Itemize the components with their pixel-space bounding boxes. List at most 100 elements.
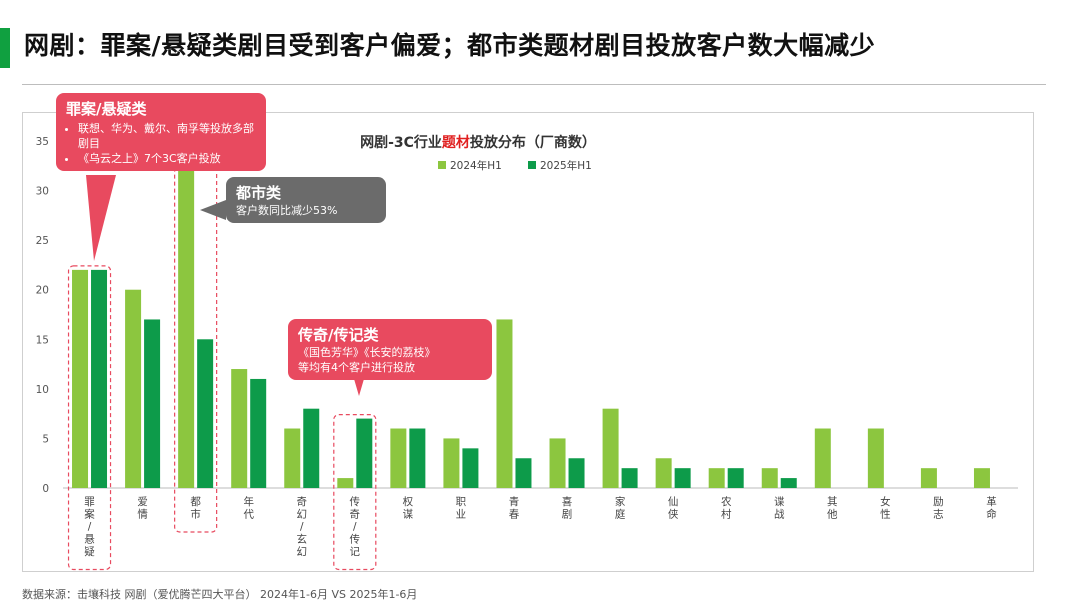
bar-2025 bbox=[621, 468, 638, 488]
bar-2025 bbox=[462, 448, 479, 488]
urban-callout-pointer bbox=[200, 200, 226, 220]
x-tick-label: 性 bbox=[880, 508, 891, 521]
urban-callout-line: 客户数同比减少53% bbox=[236, 204, 338, 217]
crime-callout-pointer bbox=[86, 175, 116, 261]
bar-2024 bbox=[178, 170, 195, 488]
x-tick-label: 家 bbox=[615, 495, 626, 508]
bar-2025 bbox=[727, 468, 744, 488]
bar-2024 bbox=[973, 468, 990, 488]
bar-2025 bbox=[91, 269, 108, 488]
chart-title-part: 网剧-3C行业 bbox=[360, 134, 442, 151]
chart-title: 网剧-3C行业题材投放分布（厂商数） bbox=[360, 134, 596, 151]
x-tick-label: 业 bbox=[456, 509, 467, 521]
legend-callout: 传奇/传记类 《国色芳华》《长安的荔枝》 等均有4个客户进行投放 bbox=[288, 319, 492, 380]
bar-2024 bbox=[761, 468, 778, 488]
x-tick-label: 玄 bbox=[297, 533, 308, 546]
title-accent-bar bbox=[0, 28, 10, 68]
x-tick-label: 记 bbox=[350, 546, 361, 558]
x-tick-label: 他 bbox=[827, 508, 838, 521]
x-tick-label: 爱 bbox=[137, 495, 148, 508]
y-tick-label: 25 bbox=[36, 235, 49, 247]
y-tick-label: 20 bbox=[36, 285, 49, 297]
bar-2024 bbox=[549, 438, 566, 488]
bar-2024 bbox=[337, 478, 354, 488]
x-tick-label: 罪 bbox=[84, 496, 95, 508]
x-tick-label: 传 bbox=[350, 534, 361, 546]
x-tick-label: 庭 bbox=[615, 508, 626, 521]
bar-2025 bbox=[303, 408, 320, 488]
x-tick-label: 奇 bbox=[297, 495, 308, 508]
bar-2025 bbox=[409, 428, 426, 488]
x-tick-label: 谋 bbox=[403, 509, 414, 521]
bar-2025 bbox=[568, 458, 585, 488]
highlight-box bbox=[333, 414, 377, 571]
legend-callout-title: 传奇/传记类 bbox=[298, 326, 379, 344]
legend-label: 2025年H1 bbox=[540, 159, 592, 172]
x-tick-label: 仙 bbox=[668, 495, 679, 508]
bar-2024 bbox=[602, 408, 619, 488]
x-tick-label: 志 bbox=[933, 508, 944, 521]
x-tick-label: 市 bbox=[190, 508, 201, 521]
x-tick-label: 年 bbox=[243, 495, 254, 508]
x-tick-label: / bbox=[88, 521, 92, 533]
legend-swatch bbox=[438, 161, 446, 169]
x-tick-label: / bbox=[300, 521, 304, 533]
bar-2024 bbox=[920, 468, 937, 488]
highlight-box bbox=[67, 265, 112, 571]
y-tick-label: 30 bbox=[36, 186, 49, 198]
source-note: 数据来源：击壤科技 网剧（爱优腾芒四大平台） 2024年1-6月 VS 2025… bbox=[22, 588, 418, 601]
x-tick-label: 革 bbox=[986, 495, 997, 508]
bar-2025 bbox=[250, 378, 267, 488]
crime-callout-title: 罪案/悬疑类 bbox=[66, 100, 147, 118]
title-divider bbox=[22, 84, 1046, 85]
y-tick-label: 15 bbox=[36, 334, 49, 346]
crime-callout-line: 联想、华为、戴尔、南孚等投放多部剧目 bbox=[78, 121, 256, 151]
x-tick-label: 权 bbox=[403, 495, 414, 508]
x-tick-label: 疑 bbox=[84, 546, 95, 558]
bar-2024 bbox=[867, 428, 884, 488]
x-tick-label: 情 bbox=[137, 508, 148, 521]
bar-2024 bbox=[443, 438, 460, 488]
bar-2024 bbox=[284, 428, 301, 488]
x-tick-label: 青 bbox=[509, 495, 520, 508]
bar-2024 bbox=[814, 428, 831, 488]
bar-2025 bbox=[780, 478, 797, 488]
x-tick-label: 传 bbox=[350, 496, 361, 508]
x-tick-label: 励 bbox=[933, 495, 944, 508]
x-tick-label: 侠 bbox=[668, 508, 679, 521]
crime-callout-list: 联想、华为、戴尔、南孚等投放多部剧目 《乌云之上》7个3C客户投放 bbox=[66, 121, 256, 166]
bar-2024 bbox=[655, 458, 672, 488]
legend-label: 2024年H1 bbox=[450, 159, 502, 172]
x-tick-label: 战 bbox=[774, 509, 785, 521]
legend-callout-line: 等均有4个客户进行投放 bbox=[298, 361, 415, 374]
crime-callout: 罪案/悬疑类 联想、华为、戴尔、南孚等投放多部剧目 《乌云之上》7个3C客户投放 bbox=[56, 93, 266, 171]
x-tick-label: 奇 bbox=[350, 508, 361, 521]
bar-2024 bbox=[708, 468, 725, 488]
x-tick-label: 女 bbox=[880, 495, 891, 508]
bar-2025 bbox=[356, 418, 373, 488]
bar-2025 bbox=[674, 468, 691, 488]
urban-callout: 都市类 客户数同比减少53% bbox=[226, 177, 386, 223]
legend-swatch bbox=[528, 161, 536, 169]
y-tick-label: 0 bbox=[42, 483, 49, 495]
bar-2025 bbox=[144, 319, 161, 488]
x-tick-label: 职 bbox=[456, 496, 467, 508]
urban-callout-title: 都市类 bbox=[236, 184, 282, 202]
x-tick-label: 幻 bbox=[297, 545, 308, 558]
bar-2024 bbox=[231, 369, 248, 488]
page-title: 网剧：罪案/悬疑类剧目受到客户偏爱；都市类题材剧目投放客户数大幅减少 bbox=[24, 31, 876, 60]
y-tick-label: 5 bbox=[42, 433, 49, 445]
legend-callout-line: 《国色芳华》《长安的荔枝》 bbox=[298, 346, 436, 359]
bar-2024 bbox=[125, 289, 142, 488]
x-tick-label: 村 bbox=[721, 508, 732, 521]
bar-2024 bbox=[390, 428, 407, 488]
chart-title-part: 投放分布（厂商数） bbox=[470, 134, 596, 151]
x-tick-label: 幻 bbox=[297, 508, 308, 521]
x-tick-label: 悬 bbox=[84, 534, 95, 546]
x-tick-label: 都 bbox=[190, 496, 201, 508]
y-tick-label: 35 bbox=[36, 136, 49, 148]
bar-2025 bbox=[515, 458, 532, 488]
bar-chart: 网剧-3C行业题材投放分布（厂商数） 2024年H1 2025年H1 0 5 10 15 20… bbox=[36, 134, 1018, 571]
bar-2024 bbox=[496, 319, 513, 488]
y-tick-label: 10 bbox=[36, 384, 49, 396]
